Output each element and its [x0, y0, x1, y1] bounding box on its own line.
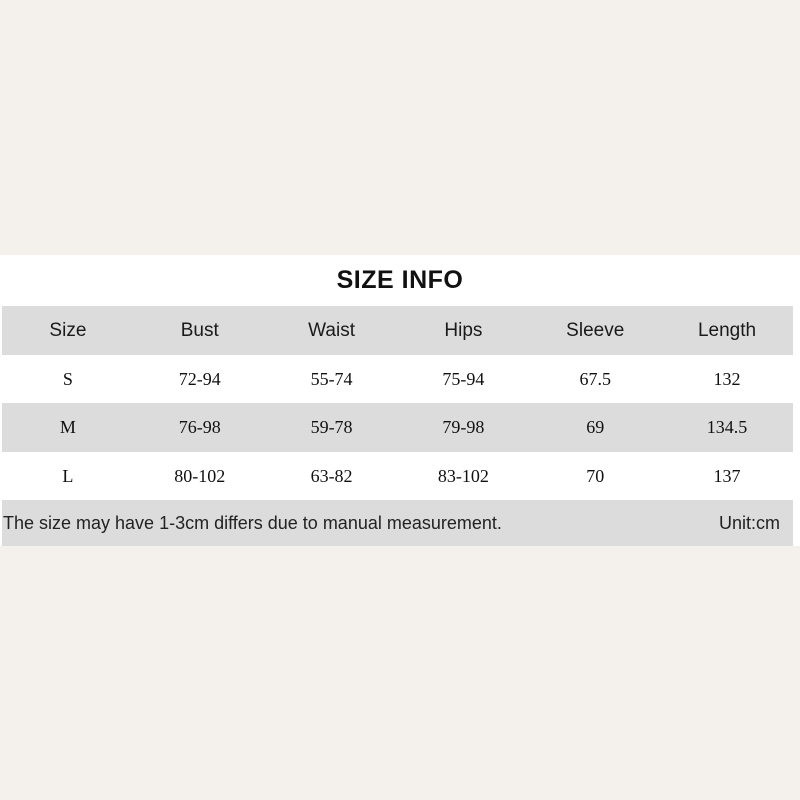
cell-bust: 76-98	[178, 417, 221, 437]
cell-hips: 79-98	[442, 417, 485, 437]
cell-length: 132	[713, 368, 741, 389]
header-cell-sleeve: Sleeve	[566, 319, 625, 341]
size-table-header-row: Size Bust Waist Hips Sleeve Length	[2, 306, 793, 355]
cell-bust: 80-102	[174, 465, 226, 486]
title-band: SIZE INFO	[0, 255, 800, 306]
cell-waist: 55-74	[310, 368, 353, 389]
cell-bust: 72-94	[178, 368, 221, 389]
cell-waist: 63-82	[310, 465, 353, 486]
cell-length: 137	[713, 465, 741, 486]
cell-sleeve: 67.5	[579, 368, 611, 389]
cell-size: M	[59, 417, 76, 437]
cell-length: 134.5	[706, 417, 748, 437]
measurement-note: The size may have 1-3cm differs due to m…	[3, 512, 502, 533]
header-cell-size: Size	[49, 319, 87, 341]
size-table: Size Bust Waist Hips Sleeve Length S 72-…	[2, 306, 793, 546]
unit-label: Unit:cm	[718, 512, 780, 533]
size-info-title: SIZE INFO	[336, 266, 464, 294]
cell-hips: 75-94	[442, 368, 485, 389]
size-row-l: L 80-102 63-82 83-102 70 137	[2, 452, 793, 500]
cell-size: L	[62, 465, 74, 486]
cell-waist: 59-78	[310, 417, 353, 437]
header-cell-waist: Waist	[308, 319, 355, 341]
size-row-s: S 72-94 55-74 75-94 67.5 132	[2, 355, 793, 403]
size-row-m: M 76-98 59-78 79-98 69 134.5	[2, 403, 793, 452]
note-bar: The size may have 1-3cm differs due to m…	[2, 500, 793, 546]
size-info-sheet: SIZE INFO Size Bust Waist Hips Sleeve Le…	[0, 255, 800, 546]
cell-size: S	[62, 368, 73, 389]
cell-sleeve: 70	[586, 465, 605, 486]
header-cell-length: Length	[697, 319, 757, 341]
cell-hips: 83-102	[437, 465, 489, 486]
header-cell-hips: Hips	[444, 319, 483, 341]
cell-sleeve: 69	[586, 417, 605, 437]
header-cell-bust: Bust	[180, 319, 219, 341]
